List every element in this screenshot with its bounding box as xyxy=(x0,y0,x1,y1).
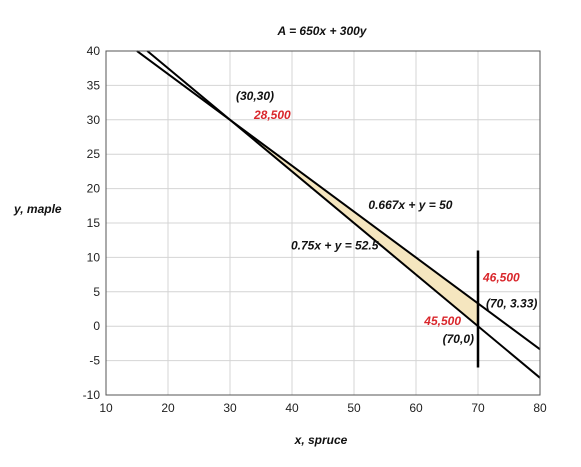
annotation-label: (30,30) xyxy=(236,89,274,103)
annotation-label: 0.75x + y = 52.5 xyxy=(291,239,379,253)
y-tick-label: -5 xyxy=(89,354,100,368)
y-tick-label: 10 xyxy=(87,250,101,264)
series-line xyxy=(146,50,541,379)
x-tick-label: 50 xyxy=(347,401,361,415)
y-tick-label: 35 xyxy=(87,78,101,92)
series-line xyxy=(136,50,541,351)
y-tick-label: 30 xyxy=(87,113,101,127)
y-tick-label: 15 xyxy=(87,216,101,230)
series-lines xyxy=(136,50,541,379)
x-tick-label: 60 xyxy=(409,401,423,415)
annotation-label: (70,0) xyxy=(443,332,474,346)
annotation-label: 45,500 xyxy=(423,314,461,328)
x-axis-label: x, spruce xyxy=(294,433,348,447)
y-tick-label: -10 xyxy=(83,388,101,402)
grid xyxy=(106,51,540,395)
annotations: (30,30) 28,500 0.667x + y = 50 0.75x + y = … xyxy=(236,89,537,346)
y-tick-label: 20 xyxy=(87,182,101,196)
x-tick-label: 10 xyxy=(99,401,113,415)
annotation-label: (70, 3.33) xyxy=(486,296,537,310)
annotation-label: 0.667x + y = 50 xyxy=(368,198,452,212)
x-tick-label: 40 xyxy=(285,401,299,415)
y-tick-label: 5 xyxy=(93,285,100,299)
chart-title: A = 650x + 300y xyxy=(277,24,368,38)
x-tick-label: 80 xyxy=(533,401,547,415)
annotation-label: 28,500 xyxy=(253,108,291,122)
tick-labels: 10 20 30 40 50 60 70 80 -10 -5 0 5 10 15 20 25 30 35 40 xyxy=(83,44,547,415)
y-tick-label: 25 xyxy=(87,147,101,161)
y-tick-label: 40 xyxy=(87,44,101,58)
x-tick-label: 30 xyxy=(223,401,237,415)
x-tick-label: 20 xyxy=(161,401,175,415)
x-tick-label: 70 xyxy=(471,401,485,415)
y-tick-label: 0 xyxy=(93,319,100,333)
y-axis-label: y, maple xyxy=(13,202,62,216)
plot-frame xyxy=(105,50,541,396)
annotation-label: 46,500 xyxy=(482,270,520,284)
